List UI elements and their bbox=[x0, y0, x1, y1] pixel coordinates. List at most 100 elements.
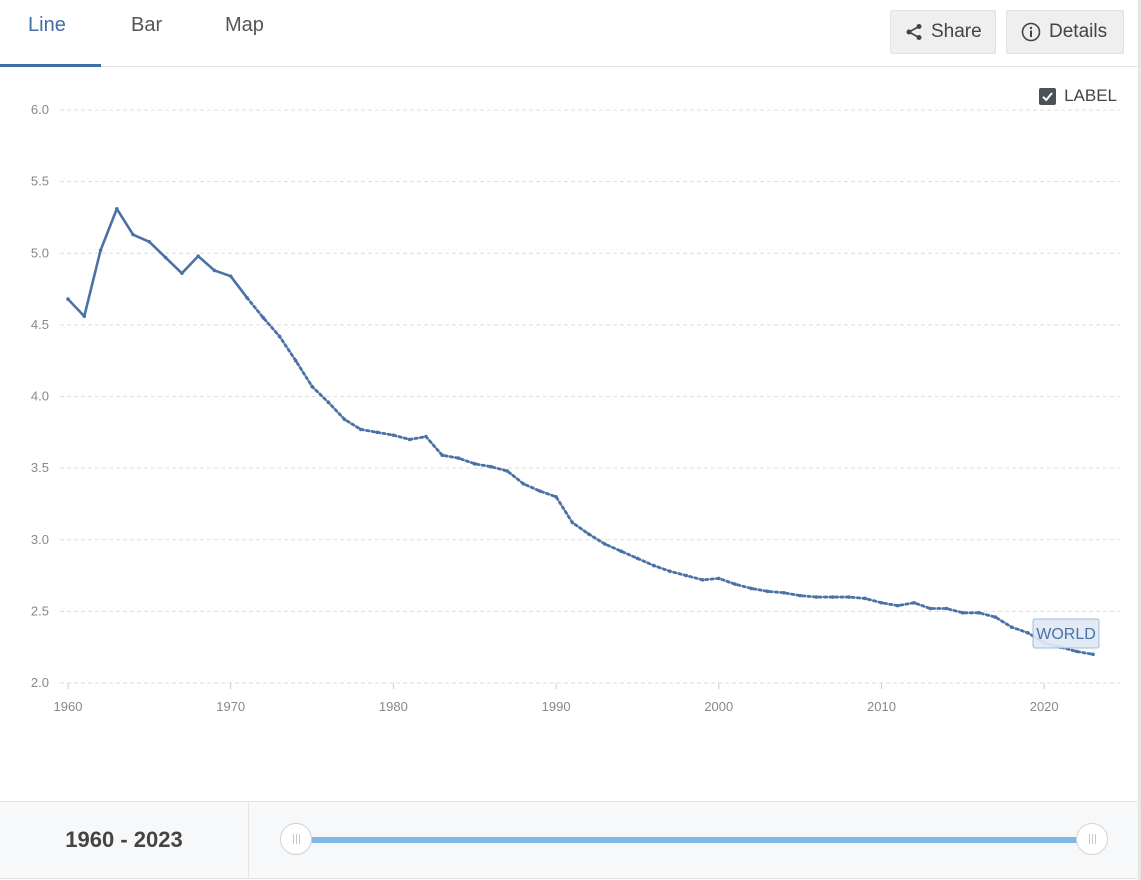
data-point-1989 bbox=[538, 489, 542, 493]
data-point-2006 bbox=[814, 595, 819, 599]
data-point-1978 bbox=[359, 427, 363, 432]
x-tick-label: 1980 bbox=[379, 699, 408, 714]
y-tick-label: 2.5 bbox=[31, 603, 49, 618]
year-range-bar: 1960 - 2023 bbox=[0, 801, 1138, 879]
share-button[interactable]: Share bbox=[890, 10, 996, 54]
data-point-1993 bbox=[603, 542, 607, 546]
data-point-2017 bbox=[993, 615, 998, 619]
scrollbar-edge bbox=[1138, 0, 1141, 880]
data-point-1984 bbox=[456, 456, 461, 460]
data-point-2000 bbox=[716, 576, 721, 581]
data-point-2019 bbox=[1026, 631, 1030, 635]
data-point-1965 bbox=[147, 239, 152, 244]
data-point-1998 bbox=[684, 573, 689, 578]
data-point-2013 bbox=[928, 606, 933, 611]
checkmark-icon bbox=[1042, 91, 1053, 101]
share-label: Share bbox=[931, 21, 982, 42]
data-point-1966 bbox=[163, 255, 168, 260]
data-point-2018 bbox=[1009, 625, 1014, 629]
data-point-2004 bbox=[782, 590, 786, 595]
data-point-1999 bbox=[700, 578, 705, 582]
y-tick-label: 5.0 bbox=[31, 245, 49, 260]
range-end-handle[interactable] bbox=[1076, 823, 1108, 855]
info-icon bbox=[1021, 22, 1041, 42]
chart-type-tabs: Line Bar Map bbox=[0, 0, 1138, 67]
data-point-1990 bbox=[554, 494, 558, 499]
data-point-1992 bbox=[586, 532, 591, 536]
data-point-1986 bbox=[489, 464, 493, 469]
details-label: Details bbox=[1049, 21, 1108, 42]
data-point-2012 bbox=[912, 600, 916, 605]
active-tab-indicator bbox=[0, 64, 101, 67]
label-checkbox[interactable] bbox=[1039, 87, 1057, 105]
range-start-handle[interactable] bbox=[280, 823, 312, 855]
label-toggle-text: LABEL bbox=[1064, 86, 1117, 105]
details-button[interactable]: Details bbox=[1006, 10, 1124, 54]
data-point-1968 bbox=[196, 254, 200, 258]
data-point-1973 bbox=[277, 334, 282, 339]
data-point-1972 bbox=[261, 315, 266, 320]
y-tick-label: 4.0 bbox=[31, 389, 49, 404]
data-point-1982 bbox=[424, 434, 428, 439]
data-point-1985 bbox=[472, 462, 477, 466]
data-point-1971 bbox=[245, 295, 249, 300]
data-point-2014 bbox=[944, 606, 949, 611]
data-point-2022 bbox=[1074, 649, 1079, 654]
y-tick-label: 4.5 bbox=[31, 317, 49, 332]
data-point-1975 bbox=[310, 384, 314, 389]
data-point-2009 bbox=[863, 596, 868, 601]
data-point-1991 bbox=[570, 520, 575, 525]
year-range-label: 1960 - 2023 bbox=[0, 802, 249, 878]
data-point-1976 bbox=[326, 400, 331, 405]
data-point-1970 bbox=[228, 274, 233, 278]
series-line-world-dotted bbox=[245, 296, 1095, 656]
data-point-1979 bbox=[375, 430, 379, 435]
data-point-2005 bbox=[798, 593, 802, 598]
line-chart: 2.0 2.5 3.0 3.5 4.0 4.5 5.0 5.5 6.0 1960 1970 1980 1… bbox=[31, 102, 1120, 714]
data-point-1995 bbox=[635, 556, 640, 561]
y-tick-label: 3.5 bbox=[31, 460, 49, 475]
data-point-1969 bbox=[212, 268, 217, 273]
data-point-2011 bbox=[895, 603, 900, 608]
data-point-2003 bbox=[765, 589, 770, 594]
data-point-1981 bbox=[407, 437, 412, 442]
data-point-1983 bbox=[440, 453, 445, 458]
data-point-1974 bbox=[293, 358, 298, 363]
series-label-world: WORLD bbox=[1036, 626, 1096, 643]
x-tick-label: 2020 bbox=[1030, 699, 1059, 714]
data-point-1994 bbox=[619, 549, 623, 554]
series-label-box bbox=[1032, 618, 1100, 649]
data-point-1962 bbox=[98, 248, 103, 253]
data-point-1963 bbox=[115, 207, 119, 211]
data-point-1977 bbox=[342, 417, 347, 422]
data-point-2023 bbox=[1091, 652, 1095, 657]
tab-line[interactable]: Line bbox=[28, 14, 66, 36]
data-point-1964 bbox=[131, 232, 135, 237]
y-tick-label: 5.5 bbox=[31, 174, 49, 189]
data-point-2002 bbox=[749, 586, 754, 591]
data-point-1967 bbox=[180, 271, 184, 276]
series-line-world bbox=[67, 207, 249, 318]
x-tick-label: 2010 bbox=[867, 699, 896, 714]
x-tick-label: 1990 bbox=[542, 699, 571, 714]
tab-map[interactable]: Map bbox=[225, 14, 264, 36]
data-point-2001 bbox=[733, 582, 737, 586]
data-point-1997 bbox=[668, 569, 672, 574]
label-toggle[interactable]: LABEL bbox=[1039, 86, 1117, 106]
data-point-2010 bbox=[879, 600, 884, 605]
share-icon bbox=[905, 23, 923, 41]
y-tick-label: 3.0 bbox=[31, 532, 49, 547]
data-point-1960 bbox=[66, 297, 70, 301]
tab-bar[interactable]: Bar bbox=[131, 14, 163, 36]
x-tick-label: 2000 bbox=[704, 699, 733, 714]
data-point-2016 bbox=[977, 611, 981, 615]
x-tick-label: 1970 bbox=[216, 699, 245, 714]
x-tick-label: 1960 bbox=[54, 699, 83, 714]
data-point-2015 bbox=[961, 611, 965, 615]
data-point-1988 bbox=[521, 482, 526, 486]
data-point-2008 bbox=[847, 595, 851, 599]
data-point-1987 bbox=[505, 469, 510, 473]
y-tick-label: 6.0 bbox=[31, 102, 49, 117]
year-range-track[interactable] bbox=[296, 837, 1092, 843]
data-point-2007 bbox=[830, 595, 835, 599]
